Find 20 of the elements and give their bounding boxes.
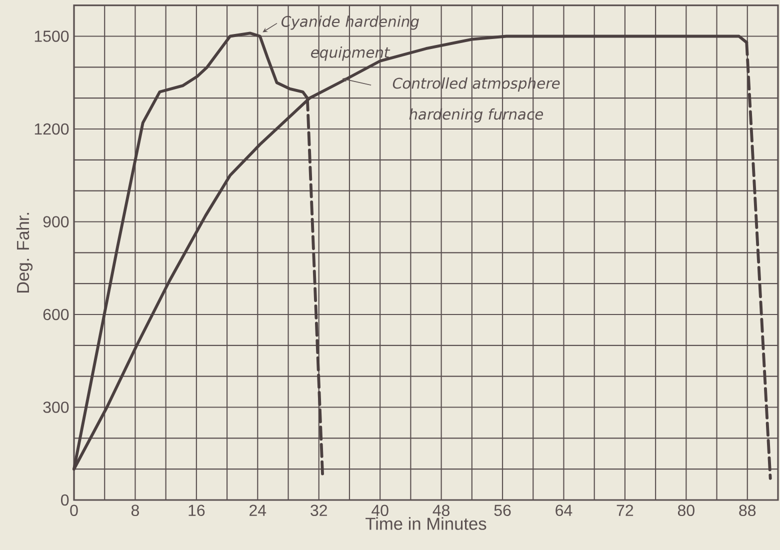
x-tick-label: 72 — [616, 504, 634, 516]
x-tick-label: 48 — [432, 504, 450, 516]
x-axis-title: Time in Minutes — [366, 517, 486, 530]
y-axis-title: Deg. Fahr. — [16, 212, 33, 293]
x-tick-label: 24 — [250, 504, 266, 516]
y-tick-label: 600 — [43, 308, 69, 320]
y-tick-label: 1500 — [34, 30, 69, 42]
x-tick-label: 56 — [494, 504, 511, 516]
x-tick-label: 40 — [372, 504, 388, 516]
y-tick-label: 900 — [43, 216, 69, 228]
x-tick-label: 16 — [188, 504, 205, 516]
x-tick-label: 80 — [678, 504, 694, 516]
x-tick-label: 8 — [131, 504, 139, 516]
x-tick-label: 32 — [310, 504, 327, 516]
x-tick-label: 0 — [70, 504, 78, 516]
x-tick-label: 88 — [739, 504, 756, 516]
x-tick-label: 64 — [556, 504, 572, 516]
y-tick-label: 300 — [43, 402, 69, 413]
y-tick-label: 0 — [61, 494, 69, 506]
y-tick-label: 1200 — [34, 123, 69, 135]
